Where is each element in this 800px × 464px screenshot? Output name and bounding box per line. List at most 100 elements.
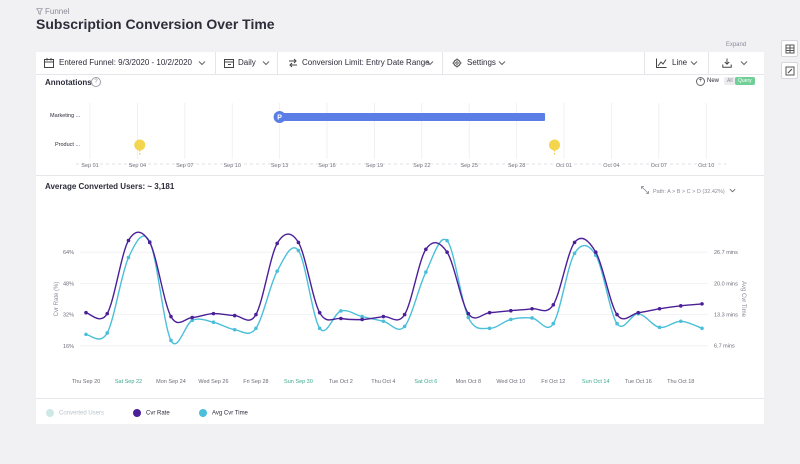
annotation-date-label: Sep 01: [81, 163, 98, 169]
data-point-cvr-rate[interactable]: [232, 313, 237, 318]
data-point-avg-cvr-time[interactable]: [466, 315, 471, 320]
chart-panel: Annotations ? + New All Query Marketing .…: [36, 75, 764, 424]
data-point-avg-cvr-time[interactable]: [360, 314, 364, 319]
data-point-cvr-rate[interactable]: [105, 311, 110, 316]
data-point-cvr-rate[interactable]: [339, 316, 343, 321]
data-point-cvr-rate[interactable]: [317, 310, 322, 315]
toolbar: Entered Funnel: 9/3/2020 - 10/2/2020 Dai…: [36, 52, 764, 75]
data-point-cvr-rate[interactable]: [360, 317, 364, 322]
y-right-tick-label: 6.7 mins: [714, 344, 735, 350]
x-tick-label: Sun Sep 30: [284, 379, 313, 385]
help-icon[interactable]: ?: [91, 77, 101, 87]
annotation-marker[interactable]: [273, 111, 286, 123]
segment-all[interactable]: All: [724, 77, 736, 85]
y-left-tick-label: 16%: [63, 344, 74, 350]
data-point-cvr-rate[interactable]: [190, 315, 195, 320]
calendar-icon: [224, 59, 234, 68]
data-point-cvr-rate[interactable]: [84, 310, 88, 315]
annotation-pin[interactable]: [134, 139, 146, 151]
path-selector[interactable]: Path: A > B > C > D (32.42%): [641, 186, 736, 195]
data-point-avg-cvr-time[interactable]: [190, 318, 195, 323]
data-point-cvr-rate[interactable]: [615, 312, 619, 317]
annotation-date-label: Sep 13: [271, 163, 288, 169]
annotation-date-label: Oct 10: [698, 163, 714, 169]
data-point-avg-cvr-time[interactable]: [615, 321, 619, 326]
data-point-cvr-rate[interactable]: [572, 240, 577, 245]
data-point-avg-cvr-time[interactable]: [105, 331, 110, 335]
date-range-label: Entered Funnel: 9/3/2020 - 10/2/2020: [59, 58, 192, 67]
y-left-tick-label: 32%: [63, 313, 74, 319]
interval-label: Daily: [238, 58, 256, 67]
line-chart-icon: [656, 58, 667, 68]
data-point-avg-cvr-time[interactable]: [657, 325, 662, 330]
data-point-cvr-rate[interactable]: [169, 314, 173, 319]
data-point-cvr-rate[interactable]: [593, 250, 598, 254]
data-point-avg-cvr-time[interactable]: [381, 319, 386, 324]
data-point-cvr-rate[interactable]: [551, 303, 556, 307]
data-point-avg-cvr-time[interactable]: [572, 251, 577, 256]
data-point-cvr-rate[interactable]: [657, 306, 662, 311]
data-point-avg-cvr-time[interactable]: [339, 309, 343, 313]
edit-button[interactable]: [781, 62, 798, 79]
data-point-avg-cvr-time[interactable]: [275, 269, 279, 273]
data-point-cvr-rate[interactable]: [700, 302, 704, 306]
data-point-cvr-rate[interactable]: [678, 304, 683, 308]
annotation-range-bar[interactable]: [279, 113, 546, 121]
plus-icon: +: [696, 77, 705, 86]
data-point-cvr-rate[interactable]: [275, 241, 279, 246]
data-point-cvr-rate[interactable]: [424, 247, 428, 252]
data-point-avg-cvr-time[interactable]: [424, 270, 428, 274]
legend-item-cvr-rate[interactable]: Cvr Rate: [133, 409, 170, 417]
segment-query[interactable]: Query: [735, 77, 755, 85]
data-point-cvr-rate[interactable]: [147, 240, 152, 245]
data-point-avg-cvr-time[interactable]: [487, 326, 492, 331]
data-point-avg-cvr-time[interactable]: [509, 317, 513, 322]
data-point-avg-cvr-time[interactable]: [317, 326, 322, 331]
x-tick-label: Fri Sep 28: [243, 379, 268, 385]
table-view-button[interactable]: [781, 40, 798, 57]
edit-icon: [785, 66, 795, 76]
legend-item-avg-cvr-time[interactable]: Avg Cvr Time: [199, 409, 248, 417]
page-title: Subscription Conversion Over Time: [36, 16, 275, 32]
data-point-cvr-rate[interactable]: [445, 250, 449, 254]
data-point-avg-cvr-time[interactable]: [211, 320, 216, 324]
data-point-avg-cvr-time[interactable]: [700, 326, 704, 331]
data-point-cvr-rate[interactable]: [211, 311, 216, 316]
data-point-cvr-rate[interactable]: [466, 311, 471, 316]
data-point-cvr-rate[interactable]: [636, 310, 641, 315]
data-point-cvr-rate[interactable]: [381, 314, 386, 319]
data-point-cvr-rate[interactable]: [254, 312, 258, 317]
legend-label: Avg Cvr Time: [212, 410, 248, 417]
data-point-avg-cvr-time[interactable]: [678, 319, 683, 324]
data-point-cvr-rate[interactable]: [509, 308, 513, 313]
data-point-avg-cvr-time[interactable]: [254, 326, 258, 331]
data-point-avg-cvr-time[interactable]: [169, 338, 173, 343]
annotation-date-label: Sep 25: [460, 163, 477, 169]
data-point-avg-cvr-time[interactable]: [402, 324, 407, 329]
data-point-cvr-rate[interactable]: [126, 238, 131, 243]
breadcrumb[interactable]: Funnel: [36, 7, 69, 16]
y-axis-label-left: Cvr Rate (%): [54, 282, 60, 317]
data-point-cvr-rate[interactable]: [402, 312, 407, 317]
y-right-tick-label: 20.0 mins: [714, 281, 738, 287]
funnel-icon: [36, 8, 43, 15]
data-point-cvr-rate[interactable]: [530, 306, 534, 311]
x-tick-label: Thu Sep 20: [72, 379, 100, 385]
new-annotation-button[interactable]: + New: [696, 77, 719, 86]
data-point-avg-cvr-time[interactable]: [530, 316, 534, 320]
expand-button[interactable]: Expand: [725, 42, 747, 48]
data-point-avg-cvr-time[interactable]: [126, 255, 131, 260]
data-point-avg-cvr-time[interactable]: [551, 321, 556, 326]
data-point-cvr-rate[interactable]: [296, 240, 301, 245]
data-point-avg-cvr-time[interactable]: [445, 238, 449, 243]
gear-icon: [452, 58, 462, 68]
legend-item-converted-users[interactable]: Converted Users: [46, 409, 104, 417]
data-point-avg-cvr-time[interactable]: [296, 248, 301, 253]
settings-label: Settings: [467, 58, 496, 67]
annotation-pin[interactable]: [549, 139, 561, 151]
data-point-avg-cvr-time[interactable]: [232, 327, 237, 332]
data-point-cvr-rate[interactable]: [487, 310, 492, 315]
annotation-date-label: Oct 01: [556, 163, 572, 169]
annotation-date-label: Sep 22: [413, 163, 430, 169]
data-point-avg-cvr-time[interactable]: [84, 332, 88, 337]
